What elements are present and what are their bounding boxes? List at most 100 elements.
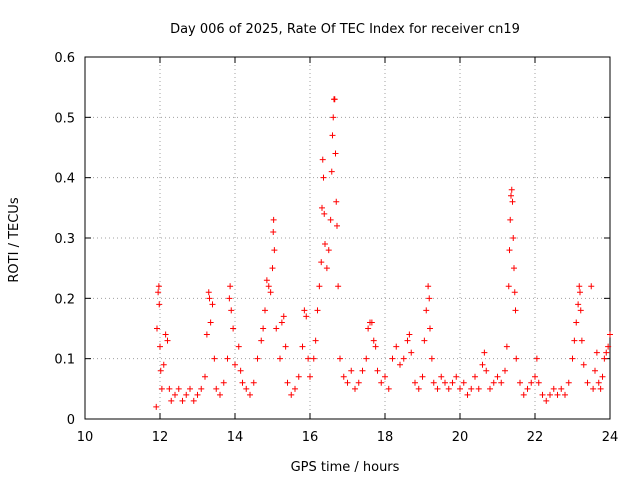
- data-point: [511, 289, 518, 296]
- data-point: [348, 367, 355, 374]
- data-point: [280, 313, 287, 320]
- data-point: [158, 385, 165, 392]
- data-point: [580, 361, 587, 368]
- data-point: [464, 391, 471, 398]
- data-point: [232, 361, 238, 368]
- data-point: [273, 325, 280, 332]
- data-point: [213, 385, 220, 392]
- data-point: [190, 397, 197, 404]
- data-point: [327, 216, 334, 223]
- data-point: [303, 313, 310, 320]
- data-point: [378, 379, 385, 386]
- data-point: [157, 367, 164, 374]
- data-point: [372, 343, 379, 350]
- data-point: [332, 150, 339, 157]
- data-point: [558, 385, 565, 392]
- data-point: [278, 319, 285, 326]
- data-point: [597, 385, 604, 392]
- data-point: [333, 198, 340, 205]
- x-tick-label: 14: [227, 430, 244, 445]
- data-point: [406, 331, 413, 338]
- data-point: [554, 391, 561, 398]
- data-point: [588, 283, 595, 290]
- data-point: [601, 355, 608, 362]
- data-point: [292, 385, 298, 392]
- data-point: [533, 355, 540, 362]
- data-point: [565, 379, 572, 386]
- data-point: [156, 301, 163, 308]
- data-point: [330, 114, 337, 121]
- x-tick-label: 16: [302, 430, 319, 445]
- data-point: [502, 367, 508, 374]
- data-point: [194, 391, 201, 398]
- data-point: [593, 349, 600, 356]
- data-point: [363, 355, 370, 362]
- data-point: [571, 337, 578, 344]
- data-point: [211, 355, 218, 362]
- data-point: [260, 325, 267, 332]
- data-point: [370, 337, 377, 344]
- data-point: [498, 379, 505, 386]
- data-point: [457, 385, 463, 392]
- data-point: [427, 325, 433, 332]
- axis-ticks: 10 12 14 16 18 20 22 24 0 0.1 0.2 0.3 0.4 0.5 0.6: [54, 51, 618, 445]
- data-point: [520, 391, 527, 398]
- data-point: [271, 247, 278, 254]
- data-point: [270, 228, 277, 235]
- chart-title: Day 006 of 2025, Rate Of TEC Index for r…: [170, 22, 520, 37]
- data-point: [543, 397, 550, 404]
- data-point: [524, 385, 531, 392]
- data-point: [385, 385, 392, 392]
- data-point: [510, 235, 517, 241]
- x-tick-label: 22: [527, 430, 544, 445]
- data-point: [507, 216, 514, 223]
- data-point: [442, 379, 448, 386]
- data-point: [164, 337, 171, 344]
- data-point: [230, 325, 237, 332]
- data-point: [453, 373, 460, 380]
- data-point: [494, 373, 501, 380]
- data-point: [607, 331, 613, 338]
- data-point: [207, 319, 214, 326]
- data-point: [505, 283, 512, 290]
- data-point: [316, 283, 323, 290]
- data-point: [592, 367, 598, 374]
- data-point: [374, 367, 381, 374]
- data-point: [228, 307, 235, 314]
- data-point: [397, 361, 403, 368]
- data-point: [365, 325, 372, 332]
- data-point: [344, 379, 351, 386]
- data-point: [205, 289, 212, 296]
- data-point: [535, 379, 542, 386]
- y-tick-label: 0.4: [54, 172, 75, 187]
- data-point: [352, 385, 358, 392]
- data-point: [404, 337, 411, 344]
- data-point: [154, 325, 160, 332]
- data-point: [314, 307, 321, 314]
- data-point: [155, 289, 162, 296]
- data-point: [426, 295, 433, 302]
- data-point: [605, 343, 612, 350]
- data-point: [483, 367, 490, 374]
- data-point: [389, 355, 396, 362]
- data-points: [153, 96, 613, 410]
- data-point: [590, 385, 597, 392]
- data-point: [310, 355, 317, 362]
- data-point: [599, 373, 606, 380]
- data-point: [359, 367, 366, 374]
- data-point: [334, 222, 340, 229]
- data-point: [550, 385, 557, 392]
- data-point: [226, 295, 233, 302]
- data-point: [428, 355, 435, 362]
- data-point: [265, 283, 272, 290]
- data-point: [263, 277, 270, 284]
- data-point: [172, 391, 178, 398]
- data-point: [157, 343, 163, 350]
- data-point: [508, 192, 514, 199]
- data-point: [254, 355, 261, 362]
- data-point: [237, 367, 244, 374]
- data-point: [468, 385, 475, 392]
- data-point: [528, 379, 535, 386]
- data-point: [224, 355, 231, 362]
- data-point: [328, 168, 335, 175]
